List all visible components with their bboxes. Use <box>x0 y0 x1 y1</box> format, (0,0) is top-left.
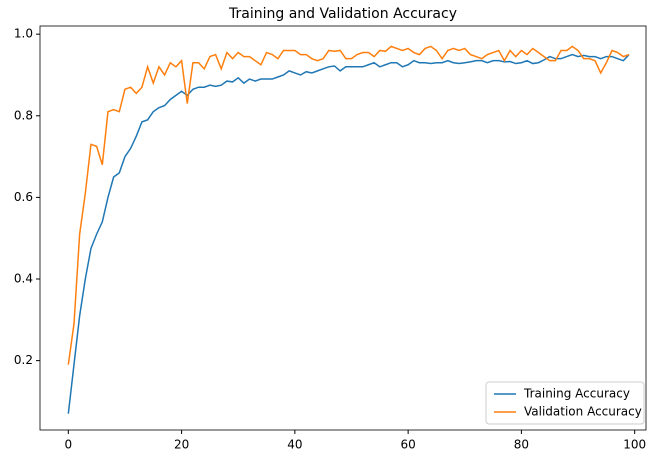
legend-box <box>485 381 645 425</box>
x-tick-label: 80 <box>514 438 529 452</box>
line-series <box>67 45 630 365</box>
x-tick-label: 0 <box>64 438 72 452</box>
legend-label: Training Accuracy <box>523 387 630 401</box>
line-series <box>67 53 630 414</box>
y-tick-label: 0.2 <box>14 353 33 367</box>
y-tick-label: 0.4 <box>14 272 33 286</box>
y-tick-label: 1.0 <box>14 27 33 41</box>
x-tick-label: 100 <box>623 438 646 452</box>
chart-title: Training and Validation Accuracy <box>228 6 457 22</box>
plot-frame <box>39 25 647 431</box>
y-tick-label: 0.8 <box>14 108 33 122</box>
x-tick-label: 40 <box>287 438 302 452</box>
y-tick-label: 0.6 <box>14 190 33 204</box>
x-tick-label: 60 <box>400 438 415 452</box>
legend-label: Validation Accuracy <box>524 405 642 419</box>
x-tick-label: 20 <box>174 438 189 452</box>
